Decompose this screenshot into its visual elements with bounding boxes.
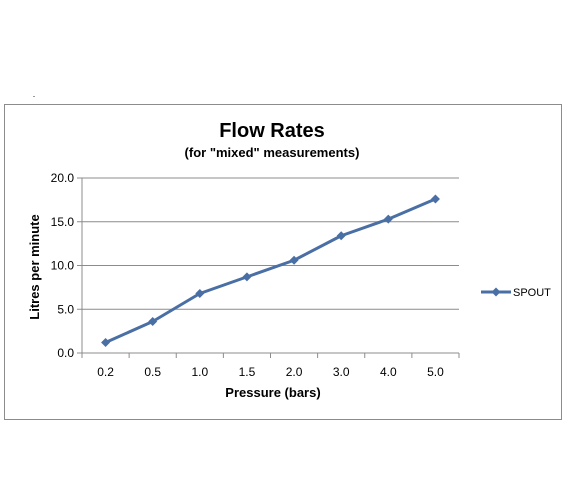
x-tick-label: 0.5 (144, 365, 161, 379)
x-tick-label: 2.0 (286, 365, 303, 379)
x-tick-label: 3.0 (333, 365, 350, 379)
data-point (336, 231, 346, 241)
x-tick-label: 4.0 (380, 365, 397, 379)
data-point (383, 214, 393, 224)
data-point (148, 317, 158, 326)
data-point (430, 194, 440, 204)
data-point (195, 289, 205, 298)
grid-lines (82, 177, 459, 310)
y-tick-label: 10.0 (51, 259, 75, 273)
y-axis-title: Litres per minute (27, 214, 42, 319)
x-tick-labels: 0.2 0.5 1.0 1.5 2.0 3.0 4.0 5.0 (97, 365, 444, 379)
x-tick-label: 1.0 (191, 365, 208, 379)
legend-label: SPOUT (513, 287, 551, 299)
legend-marker (491, 287, 501, 297)
y-tick-label: 0.0 (57, 346, 74, 360)
chart-svg: Flow Rates (for "mixed" measurements) 0.… (27, 120, 551, 400)
chart-frame: Flow Rates (for "mixed" measurements) 0.… (4, 104, 562, 420)
series-spout (101, 194, 440, 347)
series-line (104, 197, 437, 344)
x-tick-label: 0.2 (97, 365, 114, 379)
x-tick-label: 5.0 (427, 365, 444, 379)
y-tick-labels: 0.0 5.0 10.0 15.0 20.0 (51, 171, 75, 360)
x-axis-title: Pressure (bars) (225, 385, 320, 400)
y-tick-label: 15.0 (51, 215, 75, 229)
y-tick-label: 5.0 (57, 302, 74, 316)
stray-dot-mark (33, 96, 35, 97)
data-point (242, 272, 252, 282)
x-tick-label: 1.5 (239, 365, 256, 379)
chart-title: Flow Rates (219, 120, 325, 142)
legend: SPOUT (481, 287, 551, 299)
data-point (289, 255, 299, 265)
y-tick-label: 20.0 (51, 171, 75, 185)
data-point (101, 338, 111, 347)
chart-subtitle: (for "mixed" measurements) (185, 145, 360, 160)
axes (77, 177, 460, 358)
